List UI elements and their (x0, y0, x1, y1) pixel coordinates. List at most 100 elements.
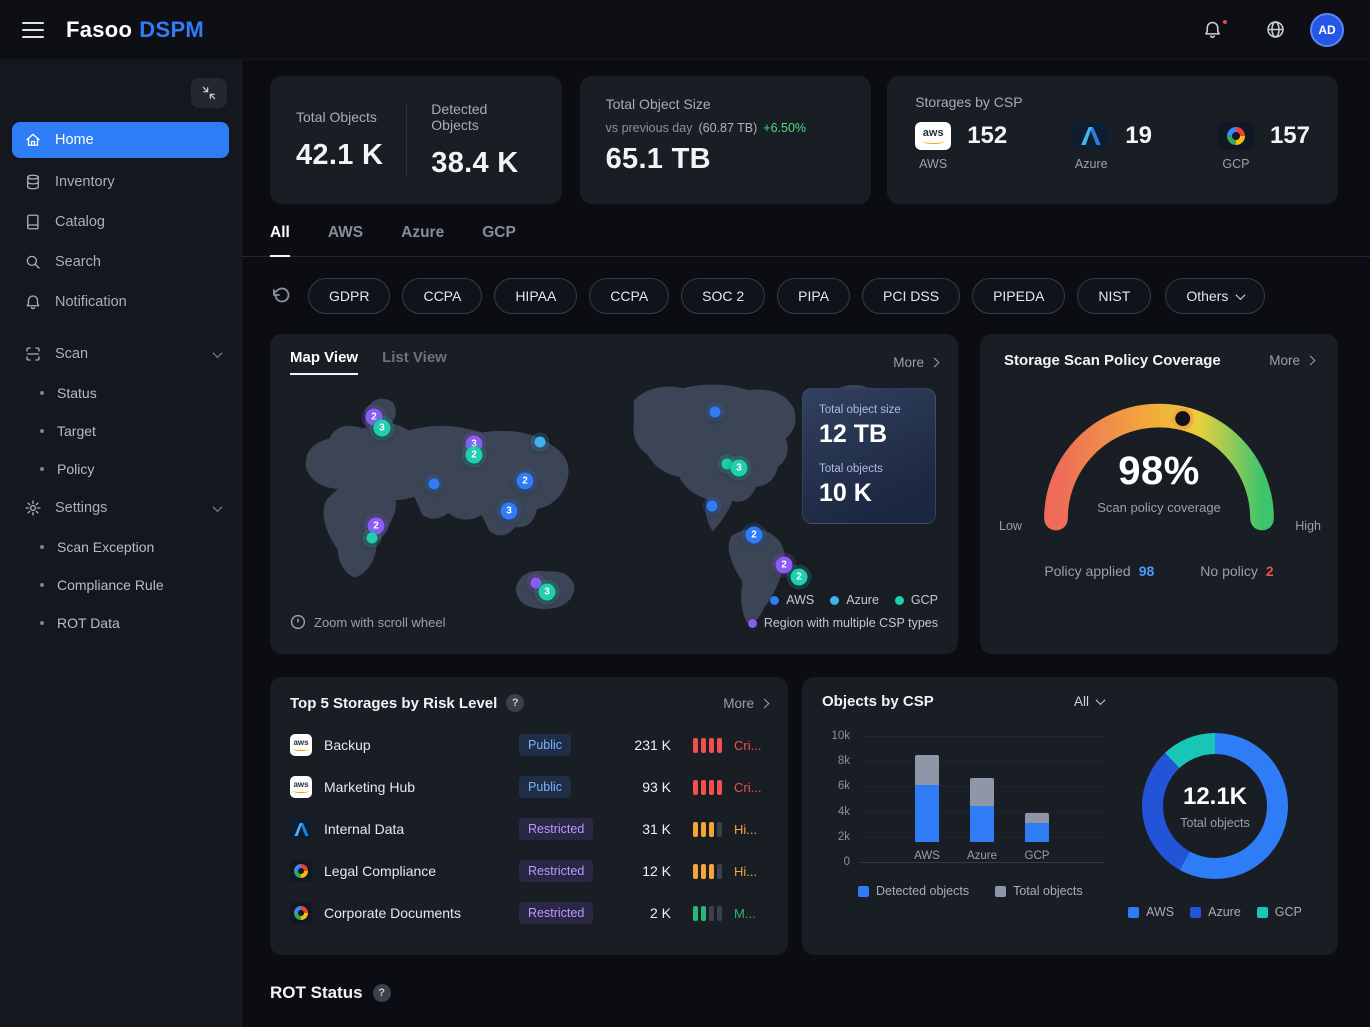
bar-yaxis: 10k 8k 6k 4k 2k 0 (822, 730, 854, 868)
sidebar-item-label: Settings (55, 500, 108, 516)
map-marker-multi[interactable]: 2 (367, 517, 385, 535)
filter-chip-pipa-5[interactable]: PIPA (777, 278, 851, 314)
sidebar-item-inventory[interactable]: Inventory (0, 162, 241, 202)
legend-azure: Azure (1190, 905, 1241, 919)
sidebar-subitem-status[interactable]: Status (0, 374, 241, 412)
map-marker-azure[interactable] (534, 436, 546, 448)
sidebar-item-label: Scan (55, 346, 89, 362)
tab-map-view[interactable]: Map View (290, 349, 359, 375)
access-badge: Restricted (519, 818, 607, 840)
sidebar-item-settings[interactable]: Settings (0, 488, 241, 528)
filter-chip-pci-dss-6[interactable]: PCI DSS (862, 278, 961, 314)
sidebar-item-catalog[interactable]: Catalog (0, 202, 241, 242)
sidebar-collapse-button[interactable] (191, 78, 227, 108)
storage-name: Internal Data (324, 821, 405, 837)
map-marker-aws[interactable] (428, 478, 440, 490)
filter-chip-hipaa-2[interactable]: HIPAA (494, 278, 578, 314)
risk-level-bars (693, 737, 722, 753)
policy-more-link[interactable]: More (1269, 353, 1316, 368)
tab-azure[interactable]: Azure (401, 224, 445, 241)
notification-dot (1221, 17, 1229, 26)
map-marker-aws[interactable]: 2 (516, 472, 534, 490)
map-marker-aws[interactable] (706, 500, 718, 512)
map-marker-multi[interactable]: 2 (775, 556, 793, 574)
sidebar-subitem-label: ROT Data (57, 615, 120, 631)
filter-chip-pipeda-7[interactable]: PIPEDA (972, 278, 1066, 314)
filter-chip-gdpr-0[interactable]: GDPR (308, 278, 391, 314)
table-row[interactable]: aws Marketing Hub Public 93 K Cri... (290, 766, 768, 808)
overlay-objects-value: 10 K (819, 479, 872, 507)
hamburger-menu-icon[interactable] (22, 21, 44, 38)
storage-name: Backup (324, 737, 371, 753)
bar-aws[interactable]: AWS (904, 736, 950, 862)
sidebar-subitem-rot-data[interactable]: ROT Data (0, 604, 241, 642)
filter-chip-ccpa-3[interactable]: CCPA (589, 278, 670, 314)
csp-filter-dropdown[interactable]: All (1074, 694, 1106, 709)
map-marker-gcp[interactable]: 2 (465, 446, 483, 464)
sidebar-item-label: Home (55, 132, 94, 148)
csp-count: 157 (1269, 122, 1310, 149)
filters-bar: GDPR CCPA HIPAA CCPA SOC 2 PIPA PCI DSS PIPEDA N… (270, 278, 1338, 314)
map-marker-aws[interactable] (709, 406, 721, 418)
legend-aws: AWS (770, 593, 814, 607)
storages-label: Storages by CSP (915, 94, 1023, 110)
risk-more-link[interactable]: More (723, 696, 770, 711)
sidebar-subitem-scan-exception[interactable]: Scan Exception (0, 528, 241, 566)
tab-all[interactable]: All (270, 224, 290, 257)
sidebar-subitem-compliance-rule[interactable]: Compliance Rule (0, 566, 241, 604)
map-marker-aws[interactable]: 2 (745, 526, 763, 544)
bar-category-label: GCP (1024, 850, 1050, 862)
help-icon[interactable]: ? (506, 694, 525, 712)
y-tick-label: 8k (837, 755, 850, 768)
bar-gcp[interactable]: GCP (1014, 736, 1060, 862)
map-marker-aws[interactable]: 3 (500, 502, 518, 520)
donut-legend: AWS Azure GCP (1128, 905, 1302, 919)
storage-name: Marketing Hub (324, 779, 416, 795)
detected-objects-value: 38.4 K (431, 146, 519, 179)
map-marker-gcp[interactable] (366, 532, 378, 544)
sidebar-item-scan[interactable]: Scan (0, 334, 241, 374)
table-row[interactable]: Internal Data Restricted 31 K Hi... (290, 808, 768, 850)
map-stage[interactable]: Total object size 12 TB Total objects 10… (290, 380, 938, 632)
bullet-icon (40, 583, 44, 587)
risk-rows: aws Backup Public 231 K Cri... aws Marketing H… (290, 724, 768, 934)
sidebar-item-search[interactable]: Search (0, 242, 241, 282)
sidebar: Home Inventory Catalog Search Notification Sc… (0, 60, 242, 1027)
map-more-link[interactable]: More (893, 355, 940, 370)
map-marker-gcp[interactable]: 3 (373, 419, 391, 437)
filter-chip-soc-2-4[interactable]: SOC 2 (681, 278, 766, 314)
filter-chip-ccpa-1[interactable]: CCPA (402, 278, 483, 314)
sidebar-item-notification[interactable]: Notification (0, 282, 241, 322)
notification-bell-icon[interactable] (1202, 19, 1223, 40)
map-marker-gcp[interactable] (721, 458, 733, 470)
tab-gcp[interactable]: GCP (482, 224, 516, 241)
map-marker-gcp[interactable]: 3 (730, 459, 748, 477)
filter-chip-others[interactable]: Others (1165, 278, 1266, 314)
storage-name: Legal Compliance (324, 863, 437, 879)
bar-azure[interactable]: Azure (959, 736, 1005, 862)
app-logo[interactable]: Fasoo DSPM (66, 17, 204, 43)
table-row[interactable]: Legal Compliance Restricted 12 K Hi... (290, 850, 768, 892)
help-icon[interactable]: ? (372, 984, 391, 1002)
sidebar-subitem-policy[interactable]: Policy (0, 450, 241, 488)
risk-level-label: Cri... (734, 737, 762, 753)
map-marker-gcp[interactable]: 2 (790, 568, 808, 586)
object-count: 2 K (649, 905, 671, 921)
reset-filters-icon[interactable] (270, 286, 290, 306)
donut-label: Total objects (1180, 815, 1250, 830)
compare-value: (60.87 TB) (698, 121, 758, 135)
sidebar-item-home[interactable]: Home (12, 122, 229, 158)
tab-list-view[interactable]: List View (382, 349, 447, 366)
map-marker-multi[interactable] (530, 577, 542, 589)
table-row[interactable]: aws Backup Public 231 K Cri... (290, 724, 768, 766)
table-row[interactable]: Corporate Documents Restricted 2 K M... (290, 892, 768, 934)
gauge-low-label: Low (999, 519, 1022, 533)
avatar[interactable]: AD (1310, 12, 1344, 47)
object-count: 12 K (642, 863, 671, 879)
map-marker-gcp[interactable]: 3 (538, 583, 556, 601)
globe-icon[interactable] (1265, 19, 1286, 40)
sidebar-subitem-target[interactable]: Target (0, 412, 241, 450)
filter-chip-nist-8[interactable]: NIST (1077, 278, 1152, 314)
zoom-hint: Zoom with scroll wheel (290, 614, 446, 630)
tab-aws[interactable]: AWS (327, 224, 364, 241)
